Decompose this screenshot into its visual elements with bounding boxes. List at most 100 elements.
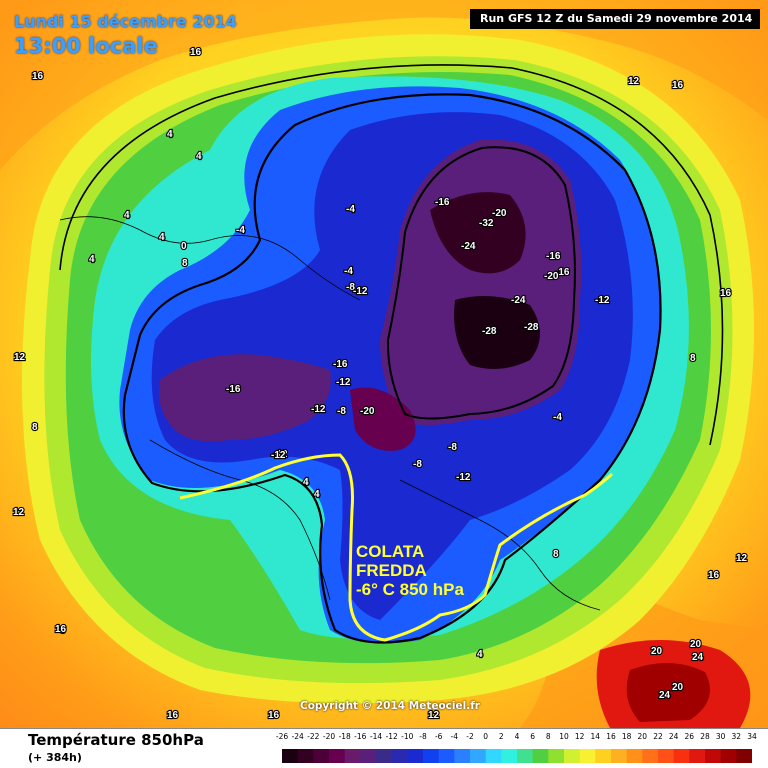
legend-swatch: [705, 749, 722, 763]
legend-swatch: [579, 749, 596, 763]
legend-tick: 0: [483, 732, 489, 741]
legend-tick: 6: [530, 732, 536, 741]
isotherm-label: -16: [546, 251, 561, 262]
isotherm-minus-8: [122, 93, 662, 644]
isotherm-label: 4: [196, 151, 202, 162]
color-scale-bar: [282, 749, 752, 763]
legend-swatch: [642, 749, 659, 763]
legend-swatch: [517, 749, 534, 763]
legend-tick-labels: -26 -24 -22 -20 -18 -16 -14 -12 -10 -8 -6 -4 -2 0 2 4 6 8…: [276, 732, 757, 746]
isotherm-label: 16: [32, 71, 44, 82]
isotherm-label: 12: [736, 553, 748, 564]
isotherm-label: -24: [461, 241, 476, 252]
isotherm-label: 24: [692, 652, 704, 663]
purple-canada: [159, 354, 331, 442]
legend-swatch: [313, 749, 330, 763]
isotherm-label: 4: [167, 129, 173, 140]
legend-tick: 8: [545, 732, 551, 741]
legend-swatch: [720, 749, 737, 763]
legend-tick: -14: [369, 732, 383, 741]
annotation-line-1: COLATA: [356, 542, 425, 561]
annotation-line-3: -6° C 850 hPa: [356, 580, 464, 599]
legend-tick: -24: [291, 732, 304, 741]
isotherm-label: -24: [511, 295, 526, 306]
isotherm-label: 4: [89, 254, 95, 265]
isotherm-label: -16: [333, 359, 348, 370]
isotherm-label: -16: [226, 384, 241, 395]
legend-tick: -20: [322, 732, 336, 741]
legend-tick: -6: [434, 732, 443, 741]
legend-swatch: [736, 749, 752, 763]
legend-swatch: [391, 749, 408, 763]
legend-swatch: [548, 749, 565, 763]
coastline-2: [399, 479, 601, 611]
isotherm-label: 20: [651, 646, 663, 657]
legend-tick: -22: [307, 732, 320, 741]
isotherm-label: -4: [553, 412, 562, 423]
legend-swatch: [595, 749, 612, 763]
legend-tick: -16: [354, 732, 367, 741]
isotherm-minus-20: [386, 146, 576, 420]
isotherm-label: -12: [336, 377, 351, 388]
legend-swatch: [438, 749, 455, 763]
legend-swatch: [454, 749, 471, 763]
legend-swatch: [673, 749, 690, 763]
legend-tick: -2: [466, 732, 474, 741]
legend-tick: 14: [590, 732, 601, 741]
isotherm-label: 24: [659, 690, 671, 701]
isotherm-label: 4: [159, 232, 165, 243]
isotherm-label: 8: [182, 258, 188, 269]
legend-tick: 4: [514, 732, 520, 741]
isotherm-label: -16: [435, 197, 450, 208]
isotherm-label: -20: [492, 208, 507, 219]
isotherm-label: -28: [524, 322, 539, 333]
isotherm-label: 12: [13, 507, 25, 518]
isotherm-label: -16: [555, 267, 570, 278]
isotherm-label: 16: [708, 570, 720, 581]
isotherm-label: -12: [595, 295, 610, 306]
isotherm-label: 16: [268, 710, 280, 721]
isotherm-label: 16: [167, 710, 179, 721]
isotherm-label: -8: [337, 406, 346, 417]
isotherm-label: -8: [448, 442, 457, 453]
isotherm-label: -28: [482, 326, 497, 337]
isotherm-label: 12: [428, 710, 440, 721]
isotherm-label: 12: [628, 76, 640, 87]
legend-tick: 32: [731, 732, 742, 741]
isotherm-label: -4: [346, 204, 355, 215]
legend-swatch: [407, 749, 424, 763]
isotherm-label: 8: [690, 353, 696, 364]
temperature-map: 16164440844128-4-4-4-8-12-16-20-32-24-16…: [0, 0, 768, 728]
isotherm-label: 20: [672, 682, 684, 693]
isotherm-label: 8: [60, 625, 66, 636]
isotherm-label: 12: [14, 352, 26, 363]
legend-footer: Température 850hPa (+ 384h) -26 -24 -22 -20…: [0, 728, 768, 768]
isotherm-label: -8: [413, 459, 422, 470]
coastline-1: [59, 216, 361, 301]
isotherm-label: -4: [236, 225, 245, 236]
isotherm-label: 0: [181, 241, 187, 252]
legend-swatch: [626, 749, 643, 763]
legend-tick: 16: [606, 732, 616, 741]
legend-swatch: [360, 749, 377, 763]
legend-swatch: [376, 749, 393, 763]
isotherm-label: -12: [271, 450, 286, 461]
cold-outbreak-line: [179, 453, 614, 642]
legend-tick: 24: [668, 732, 679, 741]
isotherm-label: -8: [346, 282, 355, 293]
isotherm-4-north: [59, 64, 724, 446]
isotherm-label: 16: [190, 47, 202, 58]
legend-tick: -10: [401, 732, 414, 741]
cold-outbreak-annotation: COLATA FREDDA -6° C 850 hPa: [356, 542, 464, 599]
legend-swatch: [423, 749, 440, 763]
isotherm-label: 16: [672, 80, 684, 91]
legend-swatch: [329, 749, 346, 763]
isotherm-labels: 16164440844128-4-4-4-8-12-16-20-32-24-16…: [12, 46, 749, 722]
legend-tick: -26: [275, 732, 289, 741]
isotherm-label: -12: [353, 286, 368, 297]
coastline-3: [149, 439, 331, 601]
legend-swatch: [532, 749, 549, 763]
legend-tick: -18: [338, 732, 351, 741]
isotherm-label: -12: [311, 404, 326, 415]
